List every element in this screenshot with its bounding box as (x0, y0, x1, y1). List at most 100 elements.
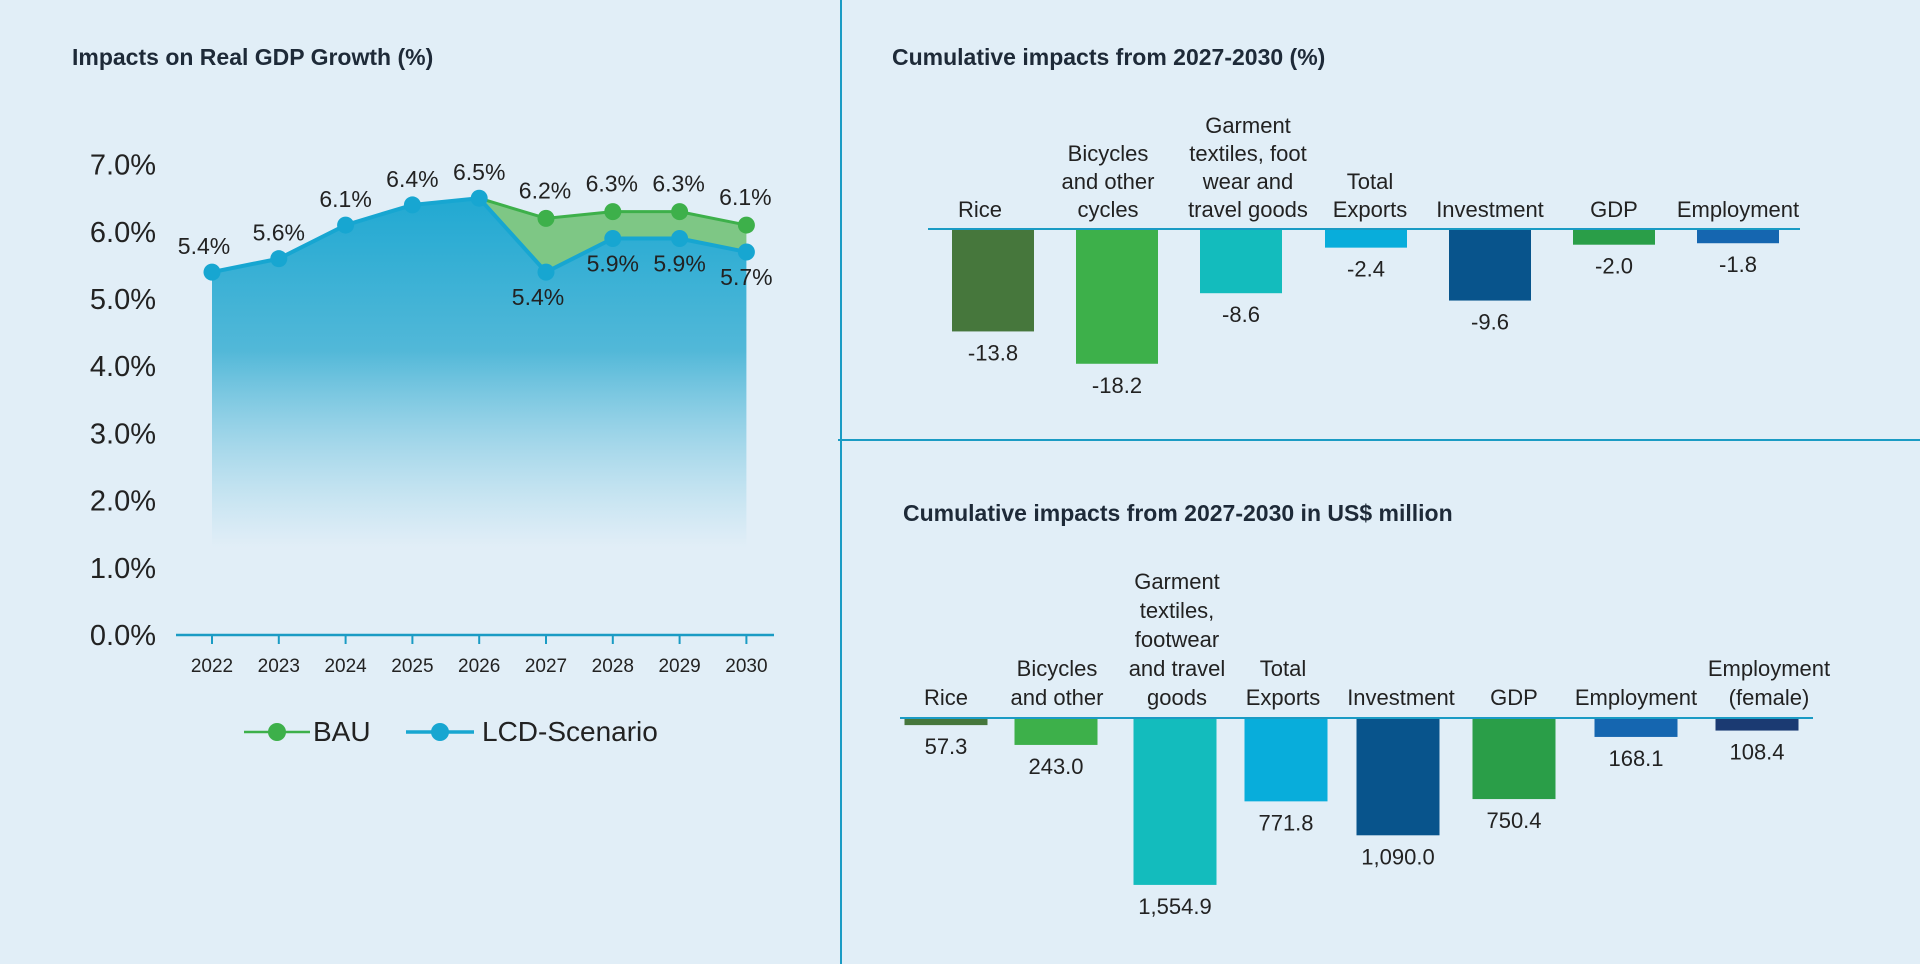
category-label: Total (1260, 656, 1306, 681)
category-label: Total (1347, 169, 1393, 194)
bar (1244, 719, 1328, 802)
category-label: Bicycles (1068, 141, 1149, 166)
bar (1715, 719, 1799, 731)
category-label: textiles, foot (1189, 141, 1306, 166)
lcd-point (737, 243, 755, 261)
lcd-point (537, 263, 555, 281)
horizontal-divider (838, 439, 1920, 441)
bar-value-label: 168.1 (1608, 746, 1663, 771)
y-tick-label: 1.0% (90, 553, 156, 585)
category-label: (female) (1729, 685, 1810, 710)
x-tick-label: 2029 (658, 656, 700, 677)
category-label: Rice (958, 197, 1002, 222)
x-tick-label: 2022 (191, 656, 233, 677)
lcd-point (270, 250, 288, 268)
category-label: textiles, (1140, 598, 1215, 623)
category-label: goods (1147, 685, 1207, 710)
bar-value-label: 1,554.9 (1138, 894, 1211, 919)
lcd-area-fill (212, 198, 747, 635)
category-label: Bicycles (1017, 656, 1098, 681)
bar-value-label: -18.2 (1092, 373, 1142, 398)
bar-value-label: -13.8 (968, 340, 1018, 365)
cumulative-usd-chart-title: Cumulative impacts from 2027-2030 in US$… (903, 500, 1453, 526)
bar (1133, 719, 1217, 885)
bar-value-label: -2.4 (1347, 257, 1385, 282)
lcd-point (671, 230, 689, 248)
lcd-value-label: 5.7% (720, 264, 772, 290)
y-tick-label: 0.0% (90, 620, 156, 652)
legend-bau-label: BAU (313, 716, 371, 747)
bar (904, 719, 988, 726)
category-label: Garment (1205, 113, 1291, 138)
lcd-value-label: 5.4% (512, 284, 564, 310)
bar (1014, 719, 1098, 745)
bar (1697, 230, 1779, 244)
bar (1449, 230, 1531, 301)
y-tick-label: 2.0% (90, 486, 156, 518)
category-label: cycles (1077, 197, 1138, 222)
x-tick-label: 2023 (258, 656, 300, 677)
category-label: GDP (1590, 197, 1638, 222)
vertical-divider (840, 0, 842, 964)
x-tick-label: 2027 (525, 656, 567, 677)
bar (1200, 230, 1282, 294)
lcd-value-label: 6.5% (453, 159, 505, 185)
gdp-growth-chart-title: Impacts on Real GDP Growth (%) (72, 44, 434, 70)
bau-point (604, 203, 622, 221)
bar-value-label: -1.8 (1719, 252, 1757, 277)
y-tick-label: 5.0% (90, 284, 156, 316)
category-label: wear and (1202, 169, 1294, 194)
bar (1076, 230, 1158, 364)
category-label: Exports (1246, 685, 1321, 710)
gdp-growth-area-chart: 0.0% 1.0% 2.0% 3.0% 4.0% 5.0% 6.0% 7.0% 2022 2023… (90, 150, 774, 747)
bar-value-label: 771.8 (1258, 810, 1313, 835)
bar (1594, 719, 1678, 737)
lcd-point (604, 230, 622, 248)
lcd-point (403, 196, 421, 214)
lcd-value-label: 5.9% (653, 251, 705, 277)
lcd-value-label: 5.6% (253, 220, 305, 246)
y-tick-label: 4.0% (90, 351, 156, 383)
category-label: GDP (1490, 685, 1538, 710)
category-label: Employment (1677, 197, 1799, 222)
category-label: and travel (1129, 656, 1226, 681)
category-label: Garment (1134, 569, 1220, 594)
bau-value-label: 6.3% (652, 171, 704, 197)
bau-value-label: 6.1% (719, 184, 771, 210)
category-label: Employment (1575, 685, 1697, 710)
x-tick-label: 2030 (725, 656, 767, 677)
bau-point (537, 209, 555, 227)
x-tick-label: 2025 (391, 656, 433, 677)
legend-lcd-label: LCD-Scenario (482, 716, 658, 747)
bar (1472, 719, 1556, 800)
lcd-point (337, 216, 355, 234)
y-tick-label: 3.0% (90, 418, 156, 450)
bar-value-label: 1,090.0 (1361, 844, 1434, 869)
bar-value-label: -9.6 (1471, 310, 1509, 335)
cumulative-percent-bar-chart: -13.8 Rice -18.2 Bicycles and other cycles -8.… (928, 113, 1800, 398)
bau-value-label: 6.2% (519, 177, 571, 203)
legend-bau-marker (268, 723, 286, 741)
x-tick-label: 2024 (324, 656, 367, 677)
category-label: and other (1062, 169, 1155, 194)
bar (1356, 719, 1440, 836)
bar-value-label: -2.0 (1595, 254, 1633, 279)
legend-lcd-marker (431, 723, 449, 741)
bar (1325, 230, 1407, 248)
lcd-value-label: 6.1% (319, 186, 371, 212)
y-tick-label: 6.0% (90, 217, 156, 249)
category-label: Investment (1436, 197, 1544, 222)
bar-value-label: -8.6 (1222, 302, 1260, 327)
lcd-point (203, 263, 221, 281)
bar-value-label: 750.4 (1486, 808, 1541, 833)
lcd-value-label: 6.4% (386, 166, 438, 192)
bar (952, 230, 1034, 332)
bau-value-label: 6.3% (586, 171, 638, 197)
category-label: Exports (1333, 197, 1408, 222)
lcd-point (470, 189, 488, 207)
category-label: Rice (924, 685, 968, 710)
x-tick-label: 2026 (458, 656, 500, 677)
lcd-value-label: 5.4% (178, 233, 230, 259)
lcd-value-label: 5.9% (587, 251, 639, 277)
